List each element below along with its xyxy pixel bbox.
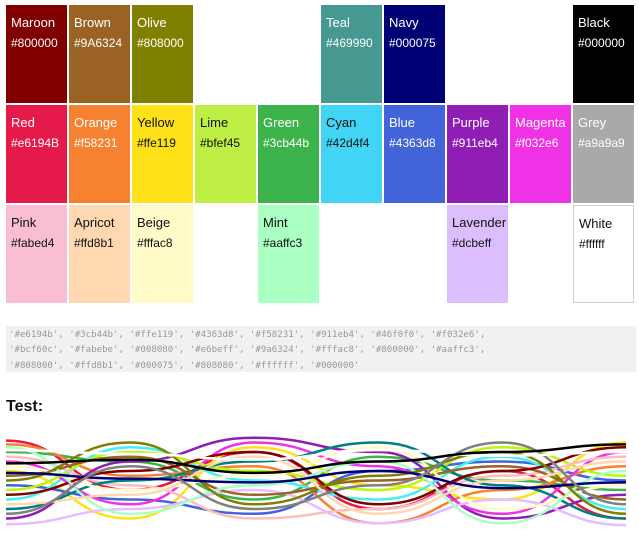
swatch-name: Green bbox=[263, 115, 300, 130]
test-heading: Test: bbox=[6, 398, 44, 415]
swatch-hex: #9A6324 bbox=[74, 36, 123, 50]
swatch-pink: Pink #fabed4 bbox=[6, 205, 67, 303]
swatch-hex: #000075 bbox=[389, 36, 436, 50]
swatch-name: Lime bbox=[200, 115, 229, 130]
swatch-name: Orange bbox=[74, 115, 118, 130]
swatch-red: Red #e6194B bbox=[6, 105, 67, 203]
swatch-name: Lavender bbox=[452, 215, 507, 230]
test-curve bbox=[6, 469, 626, 490]
swatch-green: Green #3cb44b bbox=[258, 105, 319, 203]
swatch-name: Red bbox=[11, 115, 35, 130]
swatch-name: Pink bbox=[11, 215, 37, 230]
swatch-magenta: Magenta #f032e6 bbox=[510, 105, 571, 203]
swatch-name: Purple bbox=[452, 115, 490, 130]
code-line: '#808000', '#ffd8b1', '#000075', '#80808… bbox=[9, 360, 360, 371]
test-curve bbox=[6, 436, 626, 520]
swatch-hex: #a9a9a9 bbox=[578, 136, 625, 150]
swatch-olive: Olive #808000 bbox=[132, 5, 193, 103]
swatch-apricot: Apricot #ffd8b1 bbox=[69, 205, 130, 303]
code-line: '#e6194b', '#3cb44b', '#ffe119', '#4363d… bbox=[9, 330, 486, 340]
swatch-name: Maroon bbox=[11, 15, 56, 30]
test-curve bbox=[6, 488, 626, 527]
swatch-orange: Orange #f58231 bbox=[69, 105, 130, 203]
color-swatch-grid: Maroon #800000 Brown #9A6324 Olive #8080… bbox=[6, 5, 638, 305]
swatch-mint: Mint #aaffc3 bbox=[258, 205, 319, 303]
swatch-name: Grey bbox=[578, 115, 607, 130]
test-curve bbox=[6, 455, 626, 516]
swatch-name: Yellow bbox=[137, 115, 175, 130]
swatch-hex: #911eb4 bbox=[452, 136, 498, 150]
swatch-cyan: Cyan #42d4f4 bbox=[321, 105, 382, 203]
test-curve bbox=[6, 441, 626, 520]
swatch-purple: Purple #911eb4 bbox=[447, 105, 508, 203]
swatch-name: Navy bbox=[389, 15, 419, 30]
swatch-hex: #469990 bbox=[326, 36, 373, 50]
swatch-hex: #f58231 bbox=[74, 136, 118, 150]
swatch-name: Mint bbox=[263, 215, 288, 230]
test-curve bbox=[6, 455, 626, 520]
swatch-hex: #4363d8 bbox=[389, 136, 436, 150]
color-list-code-block: '#e6194b', '#3cb44b', '#ffe119', '#4363d… bbox=[6, 326, 636, 372]
test-curve bbox=[6, 446, 626, 506]
swatch-name: Beige bbox=[137, 215, 171, 230]
swatch-name: Magenta bbox=[515, 115, 566, 130]
swatch-hex: #ffd8b1 bbox=[74, 236, 114, 250]
swatch-brown: Brown #9A6324 bbox=[69, 5, 130, 103]
swatch-name: White bbox=[579, 216, 613, 231]
swatch-name: Blue bbox=[389, 115, 416, 130]
swatch-yellow: Yellow #ffe119 bbox=[132, 105, 193, 203]
swatch-hex: #ffe119 bbox=[137, 136, 176, 150]
swatch-navy: Navy #000075 bbox=[384, 5, 445, 103]
swatch-blue: Blue #4363d8 bbox=[384, 105, 445, 203]
swatch-maroon: Maroon #800000 bbox=[6, 5, 67, 103]
swatch-name: Olive bbox=[137, 15, 167, 30]
test-curve bbox=[6, 443, 626, 475]
swatch-hex: #ffffff bbox=[579, 237, 605, 251]
swatch-grey: Grey #a9a9a9 bbox=[573, 105, 634, 203]
test-curve bbox=[6, 441, 626, 516]
swatch-beige: Beige #fffac8 bbox=[132, 205, 193, 303]
swatch-hex: #dcbeff bbox=[452, 236, 492, 250]
test-curve bbox=[6, 446, 626, 511]
swatch-name: Teal bbox=[326, 15, 350, 30]
test-curve bbox=[6, 448, 626, 461]
swatch-hex: #808000 bbox=[137, 36, 184, 50]
swatch-hex: #000000 bbox=[578, 36, 625, 50]
swatch-hex: #fabed4 bbox=[11, 236, 55, 250]
swatch-name: Cyan bbox=[326, 115, 357, 130]
swatch-hex: #800000 bbox=[11, 36, 58, 50]
swatch-black: Black #000000 bbox=[573, 5, 634, 103]
swatch-teal: Teal #469990 bbox=[321, 5, 382, 103]
swatch-lime: Lime #bfef45 bbox=[195, 105, 256, 203]
swatch-hex: #bfef45 bbox=[200, 136, 241, 150]
swatch-name: Brown bbox=[74, 15, 111, 30]
test-curve bbox=[6, 441, 626, 516]
swatch-name: Black bbox=[578, 15, 610, 30]
swatch-hex: #e6194B bbox=[11, 136, 60, 150]
test-curve bbox=[6, 446, 626, 525]
swatch-hex: #f032e6 bbox=[515, 136, 559, 150]
code-line: '#bcf60c', '#fabebe', '#008080', '#e6bef… bbox=[9, 345, 486, 356]
swatch-name: Apricot bbox=[74, 215, 115, 230]
swatch-white: White #ffffff bbox=[573, 205, 634, 303]
swatch-lavender: Lavender #dcbeff bbox=[447, 205, 508, 303]
test-curve bbox=[6, 460, 626, 516]
swatch-hex: #3cb44b bbox=[263, 136, 310, 150]
test-curves-plot bbox=[6, 436, 626, 527]
swatch-hex: #fffac8 bbox=[137, 236, 173, 250]
swatch-hex: #42d4f4 bbox=[326, 136, 370, 150]
swatch-hex: #aaffc3 bbox=[263, 236, 303, 250]
